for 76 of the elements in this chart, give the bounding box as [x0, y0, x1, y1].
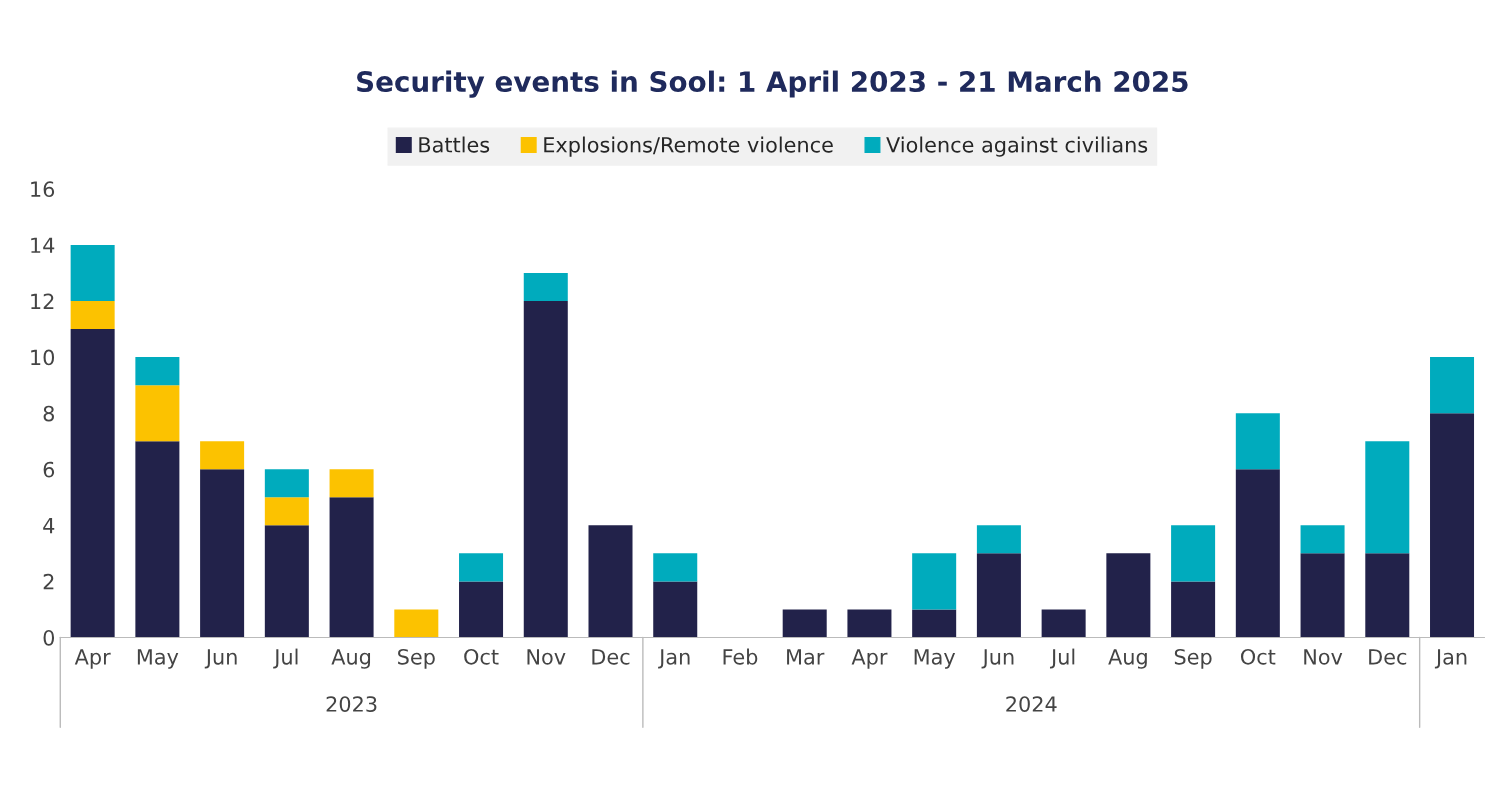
- bar: [1171, 525, 1216, 582]
- bar: [264, 469, 309, 498]
- bar: [70, 329, 115, 638]
- legend-label: Battles: [419, 136, 490, 153]
- bar: [847, 609, 892, 638]
- legend-label: Violence against civilians: [886, 136, 1148, 157]
- bar: [264, 497, 309, 526]
- bar: [653, 581, 698, 638]
- bar: [135, 441, 180, 638]
- x-tick-label: Apr: [74, 649, 111, 669]
- bar: [1041, 609, 1086, 638]
- y-tick-label: 16: [31, 181, 55, 198]
- bar: [70, 244, 115, 302]
- y-tick-label: 0: [43, 629, 55, 646]
- bar: [1365, 441, 1410, 554]
- bar: [1365, 553, 1410, 638]
- x-tick-label: Dec: [1369, 649, 1407, 665]
- bar: [1300, 553, 1345, 638]
- bar: [329, 469, 374, 498]
- y-tick-label: 10: [31, 349, 55, 366]
- bar: [1171, 581, 1216, 638]
- bar: [912, 553, 957, 610]
- legend-label: Explosions/Remote violence: [544, 136, 833, 157]
- y-tick-label: 4: [43, 518, 55, 534]
- x-tick-label: Aug: [331, 649, 371, 669]
- bar: [912, 609, 957, 638]
- bar: [1106, 553, 1151, 638]
- bar: [394, 609, 439, 638]
- bar: [1430, 357, 1475, 414]
- bar: [588, 525, 633, 638]
- bar: [200, 441, 245, 470]
- x-tick-label: Jul: [273, 648, 298, 669]
- bar: [264, 525, 309, 638]
- bar: [1235, 413, 1280, 470]
- x-tick-label: Jan: [658, 649, 690, 669]
- bar: [459, 553, 504, 582]
- x-tick-label: May: [914, 649, 956, 669]
- text: 2024: [1006, 696, 1057, 712]
- bar: [200, 469, 245, 638]
- y-tick-label: 6: [43, 461, 55, 478]
- x-tick-label: Aug: [1108, 649, 1147, 669]
- x-tick-label: May: [137, 649, 179, 669]
- x-tick-label: Mar: [787, 649, 825, 665]
- chart-title: Security events in Sool: 1 April 2023 - 21 March 2025: [357, 70, 1188, 98]
- bar: [523, 272, 568, 302]
- x-tick-label: Sep: [398, 648, 435, 669]
- y-tick-label: 14: [31, 237, 55, 253]
- x-tick-label: Jun: [204, 649, 237, 669]
- y-tick-label: 12: [31, 293, 54, 309]
- bar: [135, 357, 180, 386]
- y-tick-label: 8: [43, 405, 54, 422]
- text: 2023: [326, 696, 377, 712]
- x-tick-label: Jan: [1434, 649, 1467, 669]
- x-tick-label: Jul: [1049, 648, 1075, 669]
- x-tick-label: Sep: [1174, 648, 1212, 669]
- bar: [329, 497, 374, 638]
- bar: [1235, 469, 1280, 638]
- x-tick-label: Apr: [851, 649, 888, 669]
- bar: [523, 301, 568, 638]
- bar: [1430, 413, 1475, 638]
- x-tick-label: Feb: [723, 648, 758, 665]
- bar: [976, 525, 1021, 554]
- x-tick-label: Oct: [1240, 648, 1276, 665]
- x-tick-label: Oct: [464, 648, 499, 665]
- x-tick-label: Jun: [981, 649, 1014, 669]
- bar: [459, 581, 504, 638]
- x-tick-label: Nov: [527, 649, 566, 665]
- x-tick-label: Dec: [592, 649, 630, 665]
- x-tick-label: Nov: [1304, 649, 1343, 665]
- bar: [782, 609, 827, 638]
- bar: [135, 385, 180, 442]
- y-tick-label: 2: [43, 573, 54, 590]
- bar: [1300, 525, 1345, 554]
- bar: [70, 301, 115, 330]
- bar: [976, 553, 1021, 638]
- bar: [653, 553, 698, 582]
